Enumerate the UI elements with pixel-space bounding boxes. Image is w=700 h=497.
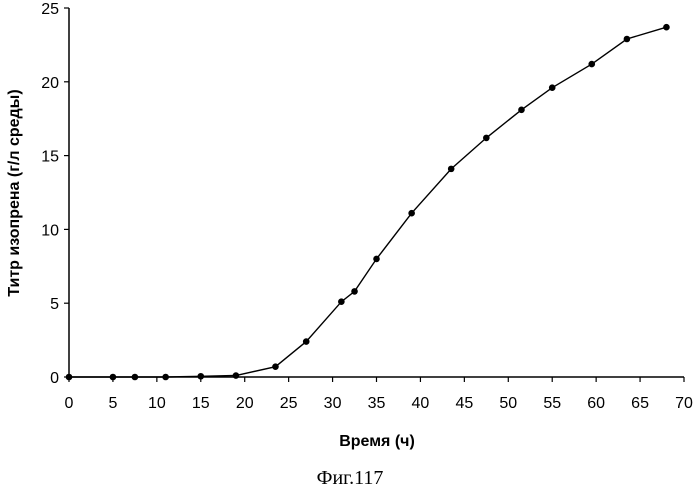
data-point (303, 338, 310, 345)
data-point (66, 374, 73, 381)
y-tick-label: 0 (50, 370, 59, 387)
data-point (448, 166, 455, 173)
data-point (233, 372, 240, 379)
data-point (110, 374, 117, 381)
x-tick-label: 70 (675, 395, 693, 412)
data-point (588, 61, 595, 68)
y-tick-label: 5 (50, 296, 59, 313)
x-tick-label: 65 (631, 395, 649, 412)
data-point (483, 135, 490, 142)
data-point (373, 256, 380, 263)
figure-caption: Фиг.117 (0, 467, 700, 490)
y-tick-label: 25 (41, 1, 59, 18)
x-tick-label: 35 (368, 395, 386, 412)
x-tick-label: 55 (543, 395, 561, 412)
series-line (69, 27, 666, 377)
series (66, 24, 670, 380)
data-point (408, 210, 415, 217)
x-tick-label: 0 (65, 395, 74, 412)
data-point (132, 374, 139, 381)
data-point (549, 84, 556, 91)
x-axis-ticks: 0 5 10 15 20 25 30 35 40 45 50 55 60 65 70 (65, 377, 693, 412)
data-point (518, 107, 525, 114)
line-chart: 0510152025303540455055606570 0510152025 … (0, 0, 700, 470)
x-tick-label: 25 (280, 395, 298, 412)
x-tick-label: 10 (148, 395, 166, 412)
x-axis-title: Время (ч) (339, 433, 415, 450)
y-tick-label: 20 (41, 75, 59, 92)
x-tick-label: 5 (108, 395, 117, 412)
y-axis-ticks: 0 5 10 15 20 25 (41, 1, 69, 387)
data-point (624, 36, 631, 43)
x-tick-label: 60 (587, 395, 605, 412)
x-tick-label: 50 (499, 395, 517, 412)
y-tick-label: 15 (41, 149, 59, 166)
x-tick-label: 20 (236, 395, 254, 412)
data-point (197, 373, 204, 380)
x-tick-label: 45 (455, 395, 473, 412)
x-tick-label: 40 (412, 395, 430, 412)
data-point (351, 288, 358, 295)
data-point (162, 374, 169, 381)
y-tick-label: 10 (41, 222, 59, 239)
data-point (272, 363, 279, 370)
x-tick-label: 15 (192, 395, 210, 412)
data-point (338, 298, 345, 305)
x-tick-label: 30 (324, 395, 342, 412)
y-axis-title: Титр изопрена (г/л среды) (6, 89, 23, 296)
data-point (663, 24, 670, 31)
